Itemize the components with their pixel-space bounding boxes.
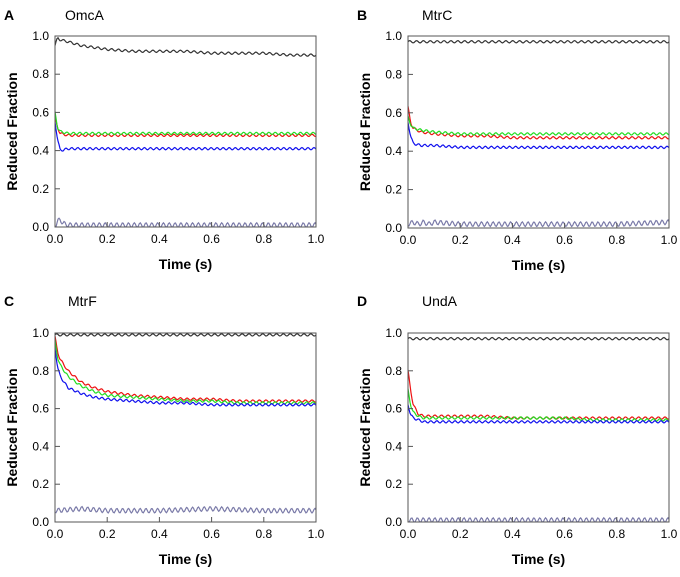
y-tick-label: 1.0 [32,29,49,43]
y-tick-label: 0.2 [32,182,49,196]
series-line-black [408,39,669,44]
panel-letter: B [357,7,367,23]
series-line-blue [408,404,669,424]
x-tick-label: 0.2 [452,233,469,247]
series-line-gray [408,516,669,522]
x-tick-label: 0.2 [99,232,116,246]
y-tick-label: 0.6 [385,402,402,416]
panel-title: UndA [422,293,458,309]
y-tick-label: 1.0 [385,326,402,340]
x-axis-label: Time (s) [512,257,565,273]
series-line-black [408,336,669,341]
y-tick-label: 0.8 [385,364,402,378]
y-tick-label: 0.8 [385,67,402,81]
y-axis-label: Reduced Fraction [357,73,373,191]
series-line-green [408,115,669,136]
y-tick-label: 0.4 [385,439,402,453]
x-axis-label: Time (s) [512,551,565,567]
traces [408,336,669,522]
series-line-red [408,105,669,140]
plot-frame [54,35,317,228]
x-tick-label: 0.2 [99,527,116,541]
plot-frame [407,332,670,523]
series-line-blue [55,347,316,407]
x-tick-label: 0.6 [556,527,573,541]
x-tick-label: 0.0 [47,527,64,541]
y-tick-label: 0.2 [385,477,402,491]
series-line-gray [55,505,316,514]
y-tick-label: 0.0 [32,220,49,234]
y-axis-label: Reduced Fraction [4,72,20,190]
panel-letter: D [357,293,367,309]
series-line-gray [55,217,316,227]
series-line-red [55,335,316,403]
panel-d: D UndA 0.0 0.2 0.4 0.6 0.8 1.0 0.0 0.2 0.4 0.6 0.8 1.… [357,293,678,567]
panel-b: B MtrC 0.0 0.2 0.4 0.6 0.8 1.0 0.0 0.2 0.4 0.6 0.8 1.… [357,7,678,273]
panel-title: MtrC [422,7,452,23]
panel-letter: A [4,7,14,23]
y-tick-label: 0.0 [32,515,49,529]
series-line-gray [408,219,669,228]
x-axis-label: Time (s) [159,256,212,272]
x-tick-label: 1.0 [308,232,325,246]
x-tick-label: 0.2 [452,527,469,541]
y-axis-label: Reduced Fraction [4,368,20,486]
series-line-black [55,36,316,57]
x-tick-label: 0.8 [608,233,625,247]
y-tick-label: 0.0 [385,221,402,235]
panel-title: OmcA [65,7,105,23]
plot-frame [54,332,317,523]
y-tick-label: 0.8 [32,67,49,81]
x-tick-label: 0.0 [400,233,417,247]
x-tick-label: 1.0 [661,233,678,247]
x-tick-label: 0.8 [255,527,272,541]
panel-letter: C [4,293,14,309]
series-line-green [55,111,316,136]
x-tick-label: 0.4 [504,527,521,541]
y-tick-label: 0.6 [385,106,402,120]
x-tick-label: 0.6 [203,232,220,246]
traces [408,39,669,228]
x-tick-label: 0.8 [608,527,625,541]
y-tick-label: 0.2 [32,477,49,491]
panel-title: MtrF [68,293,97,309]
x-tick-label: 0.8 [255,232,272,246]
series-line-blue [408,122,669,150]
x-tick-label: 0.4 [151,232,168,246]
series-line-green [55,339,316,405]
x-tick-label: 1.0 [661,527,678,541]
x-tick-label: 0.0 [47,232,64,246]
plot-frame [407,35,670,229]
x-tick-label: 0.4 [151,527,168,541]
y-tick-label: 0.4 [385,144,402,158]
y-tick-label: 0.2 [385,183,402,197]
y-tick-label: 1.0 [32,326,49,340]
traces [55,333,316,514]
series-line-red [408,369,669,420]
y-tick-label: 0.4 [32,144,49,158]
y-tick-label: 0.0 [385,515,402,529]
series-line-black [55,333,316,337]
series-line-blue [55,121,316,152]
x-axis-label: Time (s) [159,551,212,567]
panel-c: C MtrF 0.0 0.2 0.4 0.6 0.8 1.0 0.0 0.2 0.4 0.6 0.8 1.… [4,293,325,567]
y-tick-label: 0.6 [32,105,49,119]
y-axis-label: Reduced Fraction [357,368,373,486]
x-tick-label: 1.0 [308,527,325,541]
x-tick-label: 0.6 [203,527,220,541]
y-tick-label: 0.4 [32,439,49,453]
x-tick-label: 0.6 [556,233,573,247]
x-tick-label: 0.0 [400,527,417,541]
y-tick-label: 1.0 [385,29,402,43]
x-tick-label: 0.4 [504,233,521,247]
y-tick-label: 0.6 [32,402,49,416]
panel-a: A OmcA 0.0 0.2 0.4 0.6 0.8 1.0 0.0 0.2 0.4 0.6 0.8 1.… [4,7,325,272]
y-tick-label: 0.8 [32,364,49,378]
traces [55,36,316,227]
